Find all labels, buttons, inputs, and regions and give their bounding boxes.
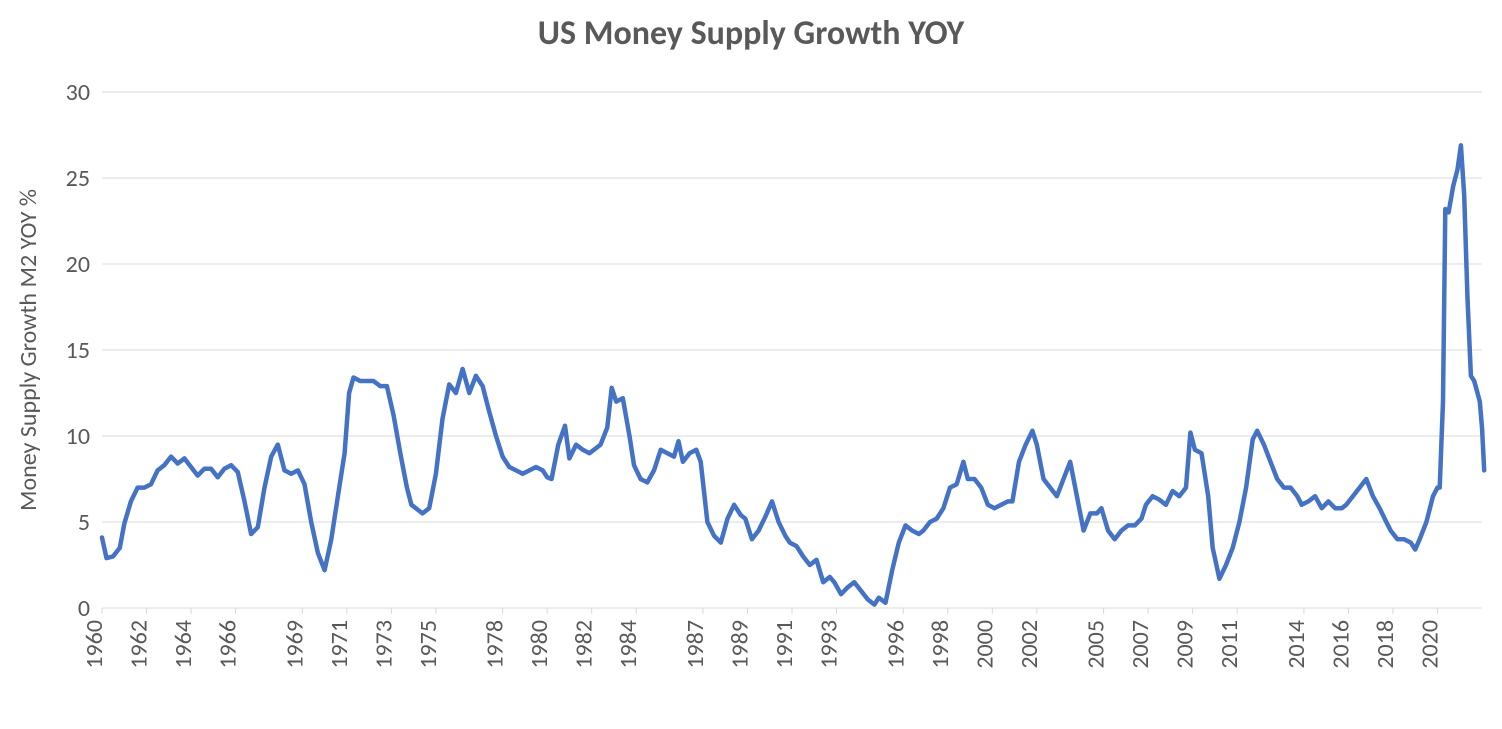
x-tick-label: 2011 [1215, 620, 1244, 669]
x-tick-label: 1960 [80, 620, 109, 669]
x-tick-label: 1966 [214, 620, 243, 669]
money-supply-chart: US Money Supply Growth YOY 0 5 10 15 20 25 30 19… [0, 0, 1502, 729]
chart-svg: US Money Supply Growth YOY 0 5 10 15 20 25 30 19… [0, 0, 1502, 729]
x-tick-label: 2018 [1371, 620, 1400, 669]
x-tick-label: 2016 [1326, 620, 1355, 669]
x-tick-label: 1978 [481, 620, 510, 669]
chart-title: US Money Supply Growth YOY [538, 13, 965, 54]
x-tick-label: 2000 [970, 620, 999, 669]
y-tick-label: 10 [66, 422, 90, 451]
x-tick-label: 1998 [926, 620, 955, 669]
y-tick-label: 15 [66, 336, 90, 365]
x-tick-label: 1973 [369, 620, 398, 669]
x-tick-label: 1989 [725, 620, 754, 669]
x-tick-label: 2005 [1082, 620, 1111, 669]
x-tick-label: 1982 [570, 620, 599, 669]
x-tick-label: 1993 [815, 620, 844, 669]
x-tick-label: 1975 [414, 620, 443, 669]
x-tick-label: 1996 [881, 620, 910, 669]
y-tick-label: 30 [66, 78, 90, 107]
y-tick-label: 25 [66, 164, 90, 193]
y-tick-label: 20 [66, 250, 90, 279]
x-tick-label: 2014 [1282, 620, 1311, 669]
x-tick-label: 2007 [1126, 620, 1155, 669]
y-tick-label: 0 [78, 594, 90, 623]
y-tick-label: 5 [78, 508, 90, 537]
y-axis-label: Money Supply Growth M2 YOY % [14, 189, 43, 511]
x-tick-label: 1971 [325, 620, 354, 669]
x-tick-label: 1991 [770, 620, 799, 669]
x-tick-label: 1969 [280, 620, 309, 669]
x-tick-label: 2009 [1171, 620, 1200, 669]
x-tick-label: 1964 [169, 620, 198, 669]
x-tick-label: 1987 [681, 620, 710, 669]
x-tick-label: 1980 [525, 620, 554, 669]
x-tick-label: 2002 [1015, 620, 1044, 669]
x-tick-label: 1984 [614, 620, 643, 669]
x-tick-label: 1962 [125, 620, 154, 669]
x-tick-label: 2020 [1415, 620, 1444, 669]
